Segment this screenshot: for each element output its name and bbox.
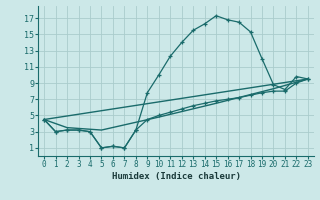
X-axis label: Humidex (Indice chaleur): Humidex (Indice chaleur) <box>111 172 241 181</box>
